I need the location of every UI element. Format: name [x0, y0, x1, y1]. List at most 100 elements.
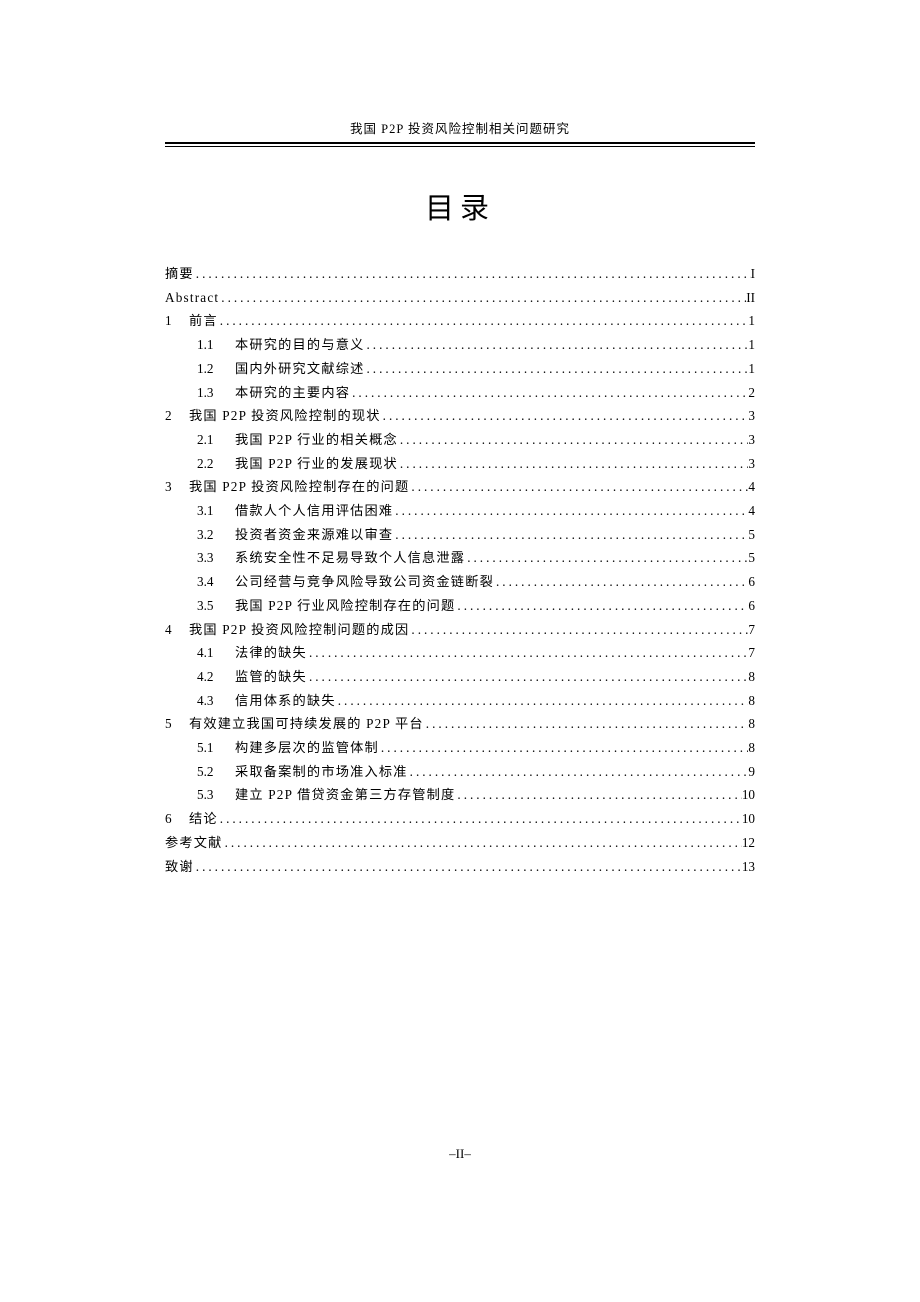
toc-dot-leader — [379, 741, 749, 754]
toc-dot-leader — [307, 670, 748, 683]
toc-entry-number: 3.3 — [197, 551, 235, 564]
toc-entry-page: 4 — [748, 480, 755, 493]
toc-entry-number: 2.1 — [197, 433, 235, 446]
toc-dot-leader — [398, 457, 749, 470]
toc-dot-leader — [381, 409, 749, 422]
toc-entry-page: 1 — [748, 338, 755, 351]
toc-dot-leader — [336, 694, 749, 707]
toc-dot-leader — [409, 480, 748, 493]
toc-entry: 3.3系统安全性不足易导致个人信息泄露 5 — [165, 551, 755, 564]
table-of-contents: 摘要IAbstractII1前言11.1本研究的目的与意义11.2国内外研究文献… — [165, 267, 755, 873]
toc-dot-leader — [365, 338, 749, 351]
toc-entry-number: 3.2 — [197, 528, 235, 541]
toc-entry-title: 致谢 — [165, 860, 194, 873]
toc-entry: 2我国 P2P 投资风险控制的现状3 — [165, 409, 755, 422]
toc-entry-title: 建立 P2P 借贷资金第三方存管制度 — [235, 788, 455, 801]
toc-entry: 2.1我国 P2P 行业的相关概念 3 — [165, 433, 755, 446]
toc-entry-page: 10 — [742, 812, 755, 825]
toc-entry-title: 本研究的目的与意义 — [235, 338, 365, 351]
toc-entry-page: 7 — [748, 623, 755, 636]
toc-dot-leader — [465, 551, 748, 564]
toc-dot-leader — [219, 291, 746, 304]
toc-entry: 5.2采取备案制的市场准入标准9 — [165, 765, 755, 778]
toc-dot-leader — [218, 314, 749, 327]
toc-entry-page: 6 — [748, 599, 755, 612]
toc-entry: 5.1构建多层次的监管体制8 — [165, 741, 755, 754]
toc-entry: 1.1本研究的目的与意义 1 — [165, 338, 755, 351]
toc-entry-title: 国内外研究文献综述 — [235, 362, 365, 375]
toc-entry: 3.1借款人个人信用评估困难4 — [165, 504, 755, 517]
toc-dot-leader — [307, 646, 748, 659]
toc-entry: 致谢13 — [165, 860, 755, 873]
toc-title: 目录 — [165, 185, 755, 227]
toc-entry-title: 法律的缺失 — [235, 646, 307, 659]
toc-entry-page: 5 — [748, 551, 755, 564]
toc-entry-number: 5 — [165, 717, 189, 730]
toc-entry-number: 6 — [165, 812, 189, 825]
toc-entry-page: 8 — [748, 717, 755, 730]
toc-entry-number: 4 — [165, 623, 189, 636]
toc-dot-leader — [393, 528, 748, 541]
toc-entry-number: 4.1 — [197, 646, 235, 659]
toc-entry-title: 采取备案制的市场准入标准 — [235, 765, 408, 778]
toc-entry-title: 我国 P2P 行业的相关概念 — [235, 433, 398, 446]
toc-entry: AbstractII — [165, 291, 755, 304]
toc-entry-title: 我国 P2P 投资风险控制的现状 — [189, 409, 381, 422]
toc-entry-title: 摘要 — [165, 267, 194, 280]
toc-dot-leader — [194, 267, 751, 280]
toc-entry: 5.3建立 P2P 借贷资金第三方存管制度 10 — [165, 788, 755, 801]
toc-entry: 1.3本研究的主要内容2 — [165, 386, 755, 399]
toc-entry-page: 2 — [748, 386, 755, 399]
toc-entry: 1.2国内外研究文献综述 1 — [165, 362, 755, 375]
toc-entry-title: 前言 — [189, 314, 218, 327]
toc-entry-page: 1 — [748, 362, 755, 375]
toc-entry-page: 12 — [742, 836, 755, 849]
toc-entry-title: 我国 P2P 行业的发展现状 — [235, 457, 398, 470]
toc-dot-leader — [455, 788, 741, 801]
toc-dot-leader — [408, 765, 749, 778]
toc-entry-title: 投资者资金来源难以审查 — [235, 528, 393, 541]
toc-dot-leader — [409, 623, 748, 636]
toc-entry-number: 4.2 — [197, 670, 235, 683]
toc-entry-number: 5.3 — [197, 788, 235, 801]
toc-entry-page: 7 — [748, 646, 755, 659]
toc-entry: 4.2监管的缺失8 — [165, 670, 755, 683]
toc-entry-title: 我国 P2P 投资风险控制问题的成因 — [189, 623, 409, 636]
toc-dot-leader — [223, 836, 742, 849]
toc-entry: 参考文献12 — [165, 836, 755, 849]
toc-entry-title: 信用体系的缺失 — [235, 694, 336, 707]
toc-entry-page: 5 — [748, 528, 755, 541]
toc-entry-page: 6 — [748, 575, 755, 588]
toc-entry-number: 2.2 — [197, 457, 235, 470]
toc-entry-number: 1.2 — [197, 362, 235, 375]
toc-entry-page: 1 — [748, 314, 755, 327]
toc-dot-leader — [194, 860, 742, 873]
toc-entry-number: 5.2 — [197, 765, 235, 778]
toc-entry-page: 8 — [748, 694, 755, 707]
toc-entry-number: 2 — [165, 409, 189, 422]
toc-dot-leader — [398, 433, 749, 446]
toc-dot-leader — [494, 575, 748, 588]
toc-entry: 5有效建立我国可持续发展的 P2P 平台8 — [165, 717, 755, 730]
toc-entry-number: 4.3 — [197, 694, 235, 707]
toc-entry-page: 8 — [748, 670, 755, 683]
header-double-rule — [165, 142, 755, 147]
page-number: –II– — [0, 1146, 920, 1162]
toc-dot-leader — [350, 386, 748, 399]
toc-entry-number: 3.4 — [197, 575, 235, 588]
toc-entry: 3.5我国 P2P 行业风险控制存在的问题 6 — [165, 599, 755, 612]
toc-entry-number: 3.5 — [197, 599, 235, 612]
toc-entry-title: Abstract — [165, 291, 219, 304]
toc-entry: 4.3信用体系的缺失 8 — [165, 694, 755, 707]
running-header: 我国 P2P 投资风险控制相关问题研究 — [165, 118, 755, 142]
toc-entry-page: 10 — [742, 788, 755, 801]
toc-entry-page: 3 — [748, 433, 755, 446]
toc-entry: 3.4公司经营与竞争风险导致公司资金链断裂6 — [165, 575, 755, 588]
toc-entry-title: 我国 P2P 行业风险控制存在的问题 — [235, 599, 455, 612]
toc-entry: 2.2我国 P2P 行业的发展现状3 — [165, 457, 755, 470]
toc-entry-number: 5.1 — [197, 741, 235, 754]
toc-entry-title: 系统安全性不足易导致个人信息泄露 — [235, 551, 465, 564]
toc-entry-title: 借款人个人信用评估困难 — [235, 504, 393, 517]
toc-entry: 4.1法律的缺失 7 — [165, 646, 755, 659]
toc-entry-number: 1.1 — [197, 338, 235, 351]
